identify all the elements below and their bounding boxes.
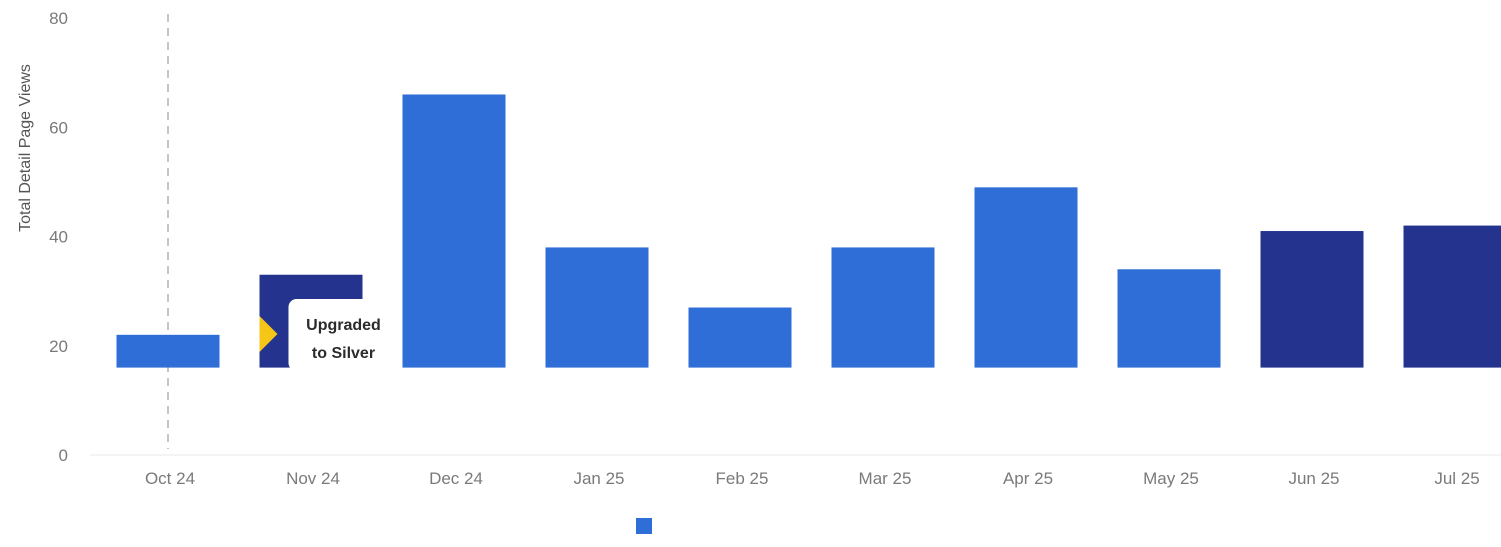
bar[interactable]: [402, 94, 506, 368]
x-tick-label: Oct 24: [145, 469, 195, 488]
bar[interactable]: [545, 247, 649, 368]
annotation-text-line-1: Upgraded: [306, 317, 381, 334]
x-axis-ticks: Oct 24 Nov 24 Dec 24 Jan 25 Feb 25 Mar 25 Apr …: [145, 469, 1480, 488]
legend-swatch[interactable]: [636, 518, 652, 534]
x-tick-label: Nov 24: [286, 469, 340, 488]
upgrade-annotation: Upgraded to Silver: [259, 299, 399, 371]
bar[interactable]: [1117, 269, 1221, 368]
y-tick-label: 20: [49, 337, 68, 356]
bar[interactable]: [1260, 231, 1364, 368]
annotation-marker-icon: [259, 316, 278, 352]
bar[interactable]: [688, 307, 792, 368]
bar[interactable]: [974, 187, 1078, 368]
x-tick-label: Feb 25: [716, 469, 769, 488]
x-tick-label: Jun 25: [1288, 469, 1339, 488]
x-tick-label: Mar 25: [859, 469, 912, 488]
annotation-text-line-2: to Silver: [312, 345, 375, 362]
annotation-box: [288, 299, 399, 371]
y-axis-ticks: 0 20 40 60 80: [49, 9, 68, 465]
y-tick-label: 60: [49, 118, 68, 137]
bar[interactable]: [831, 247, 935, 368]
y-tick-label: 40: [49, 228, 68, 247]
x-tick-label: Apr 25: [1003, 469, 1053, 488]
bars: [116, 94, 1501, 368]
y-tick-label: 80: [49, 9, 68, 28]
y-tick-label: 0: [59, 446, 68, 465]
x-tick-label: Jan 25: [573, 469, 624, 488]
bar[interactable]: [1403, 225, 1501, 368]
bar[interactable]: [116, 334, 220, 368]
x-tick-label: May 25: [1143, 469, 1199, 488]
y-axis-title: Total Detail Page Views: [17, 64, 34, 232]
x-tick-label: Jul 25: [1434, 469, 1479, 488]
x-tick-label: Dec 24: [429, 469, 483, 488]
